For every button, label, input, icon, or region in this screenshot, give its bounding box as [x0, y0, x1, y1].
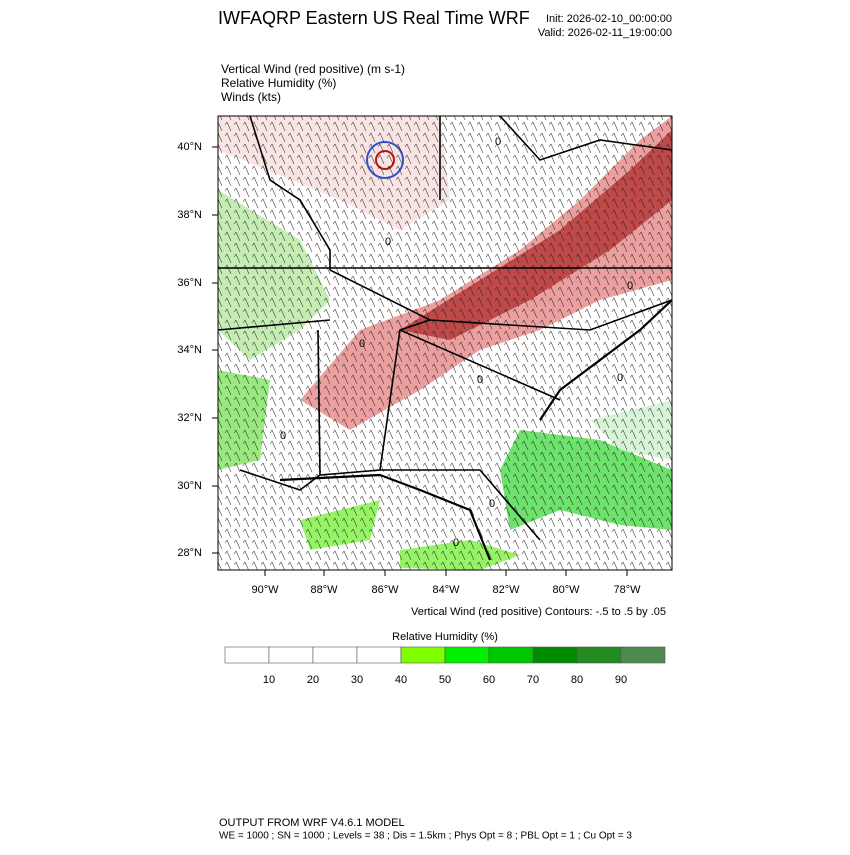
colorbar-title: Relative Humidity (%): [392, 631, 498, 643]
colorbar-label: 60: [483, 674, 495, 686]
lat-label: 36°N: [177, 277, 202, 289]
colorbar-label: 30: [351, 674, 363, 686]
field-label: Relative Humidity (%): [221, 76, 336, 90]
lat-label: 30°N: [177, 480, 202, 492]
contour-label: 0: [477, 374, 483, 386]
footer-line: OUTPUT FROM WRF V4.6.1 MODEL: [219, 817, 405, 829]
lon-label: 84°W: [432, 584, 460, 596]
colorbar-box: [356, 646, 402, 664]
lon-label: 80°W: [552, 584, 580, 596]
lat-label: 40°N: [177, 141, 202, 153]
contour-label: 0: [617, 372, 623, 384]
map-field: [218, 116, 672, 570]
colorbar-box: [576, 646, 622, 664]
colorbar-box: [444, 646, 490, 664]
lat-label: 38°N: [177, 209, 202, 221]
map-frame: [217, 115, 673, 571]
contour-label: 0: [359, 338, 365, 350]
footer-line: WE = 1000 ; SN = 1000 ; Levels = 38 ; Di…: [219, 831, 632, 842]
colorbar-box: [268, 646, 314, 664]
lon-label: 82°W: [492, 584, 520, 596]
lon-label: 86°W: [371, 584, 399, 596]
contour-label: 0: [495, 136, 501, 148]
colorbar-box: [532, 646, 578, 664]
field-label: Winds (kts): [221, 90, 281, 104]
lon-label: 78°W: [613, 584, 641, 596]
field-label: Vertical Wind (red positive) (m s-1): [221, 62, 405, 76]
colorbar-label: 90: [615, 674, 627, 686]
lat-label: 32°N: [177, 412, 202, 424]
colorbar-box: [400, 646, 446, 664]
contour-label: 0: [453, 537, 459, 549]
contour-label: 0: [385, 236, 391, 248]
colorbar-label: 40: [395, 674, 407, 686]
contour-label: 0: [489, 498, 495, 510]
title: IWFAQRP Eastern US Real Time WRF: [218, 8, 530, 28]
valid-time: Valid: 2026-02-11_19:00:00: [538, 27, 672, 39]
contour-note: Vertical Wind (red positive) Contours: -…: [411, 606, 666, 618]
lon-label: 88°W: [310, 584, 338, 596]
lon-label: 90°W: [251, 584, 279, 596]
lat-label: 34°N: [177, 344, 202, 356]
colorbar-label: 10: [263, 674, 275, 686]
colorbar-box: [224, 646, 270, 664]
colorbar-label: 70: [527, 674, 539, 686]
colorbar-label: 20: [307, 674, 319, 686]
lat-label: 28°N: [177, 547, 202, 559]
colorbar-box: [312, 646, 358, 664]
colorbar-box: [620, 646, 666, 664]
colorbar-label: 80: [571, 674, 583, 686]
init-time: Init: 2026-02-10_00:00:00: [546, 13, 672, 25]
contour-label: 0: [627, 280, 633, 292]
colorbar-box: [488, 646, 534, 664]
contour-label: 0: [280, 430, 286, 442]
colorbar-label: 50: [439, 674, 451, 686]
